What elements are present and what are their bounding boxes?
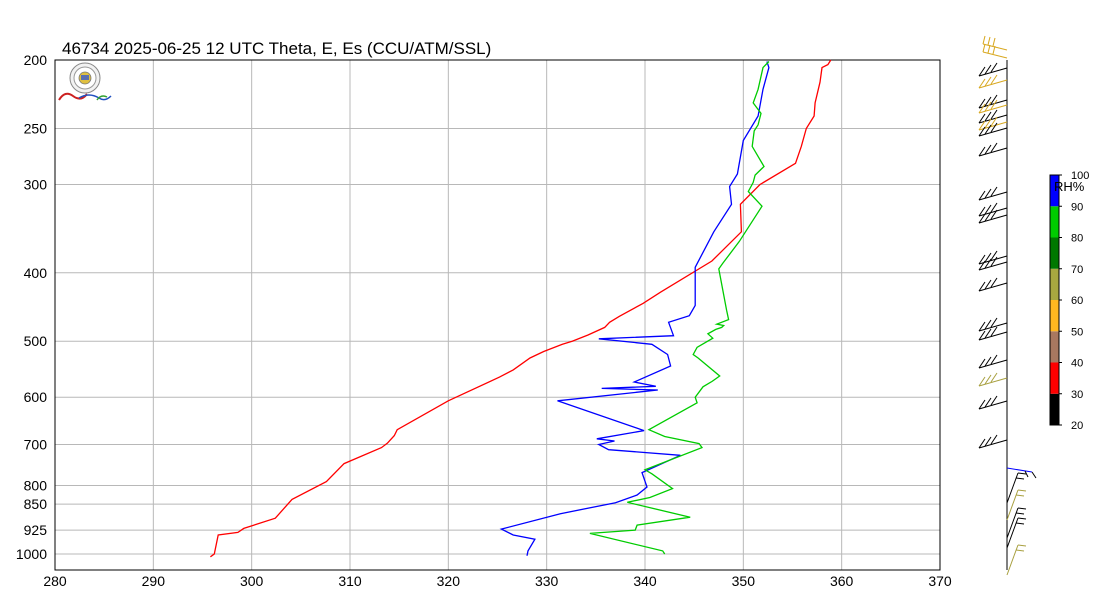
rh-color-band-5	[1050, 268, 1059, 300]
wind-barb-6	[978, 99, 1008, 114]
y-tick-label-850: 850	[24, 496, 48, 512]
rh-tick-label-40: 40	[1071, 358, 1083, 370]
rh-tick-label-50: 50	[1071, 326, 1083, 338]
x-tick-label-340: 340	[633, 573, 657, 589]
x-tick-label-300: 300	[240, 573, 264, 589]
wind-barb-23	[1006, 467, 1037, 479]
wind-barb-21	[978, 395, 1008, 410]
rh-color-band-2	[1050, 362, 1059, 394]
wind-barb-17	[978, 317, 1008, 332]
wind-barb-28	[1006, 544, 1027, 576]
series-line-1	[210, 59, 832, 558]
rh-color-band-1	[1050, 393, 1059, 425]
wind-barb-19	[978, 354, 1008, 369]
rh-tick-label-20: 20	[1071, 420, 1083, 432]
wind-barb-15	[978, 256, 1008, 271]
lab-logo-icon	[58, 62, 112, 101]
series-line-2	[499, 61, 770, 556]
x-tick-label-370: 370	[928, 573, 952, 589]
tick-labels: 280 290 300 310 320 330 340 350 360 370 200 250 300 4…	[16, 52, 952, 589]
rh-color-band-7	[1050, 206, 1059, 238]
series-layer	[210, 59, 832, 558]
wind-barb-11	[978, 186, 1008, 201]
x-tick-label-280: 280	[43, 573, 67, 589]
wind-barb-12	[978, 202, 1008, 217]
wind-barb-10	[978, 142, 1008, 157]
y-tick-label-925: 925	[24, 522, 48, 538]
series-line-3	[589, 61, 770, 555]
rh-color-band-4	[1050, 300, 1059, 332]
wind-barb-22	[978, 434, 1008, 449]
grid-lines	[55, 60, 940, 570]
y-tick-label-500: 500	[24, 333, 48, 349]
x-tick-label-320: 320	[437, 573, 461, 589]
wind-barb-27	[1006, 517, 1027, 549]
wind-barb-18	[978, 326, 1008, 341]
plot-frame	[54, 59, 941, 571]
x-tick-label-350: 350	[732, 573, 756, 589]
rh-colorbar: RH% 20 30 40 50 60 70 80 90 100	[1049, 170, 1089, 432]
y-tick-label-300: 300	[24, 176, 48, 192]
rh-tick-label-80: 80	[1071, 233, 1083, 245]
rh-tick-label-90: 90	[1071, 201, 1083, 213]
y-tick-label-1000: 1000	[16, 546, 47, 562]
x-tick-label-360: 360	[830, 573, 854, 589]
y-tick-label-600: 600	[24, 389, 48, 405]
y-tick-label-800: 800	[24, 478, 48, 494]
rh-color-band-8	[1050, 175, 1059, 207]
y-tick-label-200: 200	[24, 52, 48, 68]
wind-barb-2	[982, 43, 1008, 59]
rh-tick-label-100: 100	[1071, 170, 1089, 182]
x-tick-label-290: 290	[142, 573, 166, 589]
wind-barb-26	[1006, 507, 1027, 539]
chart-title: 46734 2025-06-25 12 UTC Theta, E, Es (CC…	[62, 39, 491, 58]
wind-barb-4	[978, 74, 1008, 89]
y-tick-label-250: 250	[24, 120, 48, 136]
wind-barb-25	[1006, 489, 1027, 521]
wind-barb-9	[978, 122, 1008, 137]
y-tick-label-700: 700	[24, 437, 48, 453]
wind-barbs	[978, 35, 1037, 576]
x-tick-label-310: 310	[338, 573, 362, 589]
rh-legend-label: RH%	[1054, 179, 1085, 194]
wind-barb-16	[978, 277, 1008, 292]
wind-barb-20	[978, 372, 1008, 387]
wind-barb-7	[978, 109, 1008, 124]
rh-color-band-6	[1050, 237, 1059, 269]
rh-tick-label-70: 70	[1071, 264, 1083, 276]
rh-tick-label-60: 60	[1071, 295, 1083, 307]
wind-barb-14	[978, 250, 1008, 265]
x-tick-label-330: 330	[535, 573, 559, 589]
wind-barb-3	[978, 62, 1008, 77]
wind-barb-13	[978, 209, 1008, 224]
y-tick-label-400: 400	[24, 265, 48, 281]
rh-color-band-3	[1050, 331, 1059, 363]
rh-tick-label-30: 30	[1071, 389, 1083, 401]
wind-barb-24	[1006, 472, 1027, 504]
